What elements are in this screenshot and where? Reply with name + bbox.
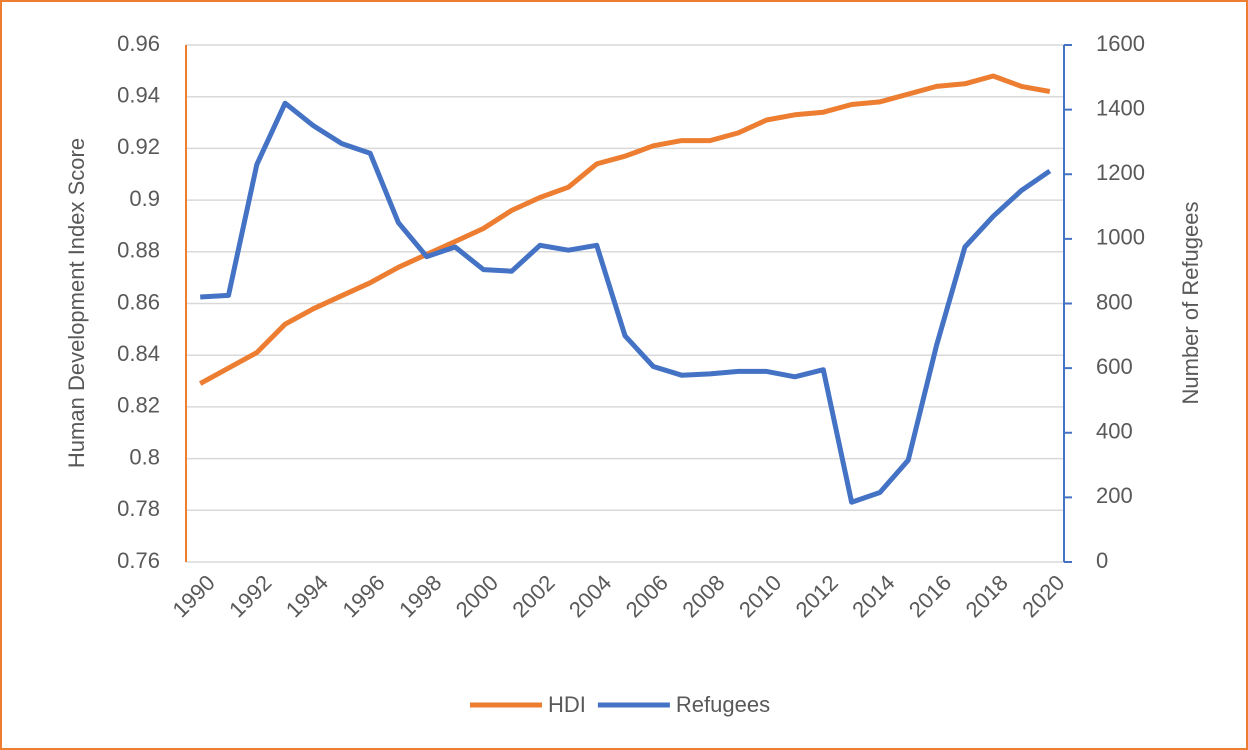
y2-tick-label: 0 <box>1096 548 1108 573</box>
y-tick-label: 0.76 <box>117 548 160 573</box>
y2-tick-label: 1000 <box>1096 225 1145 250</box>
y2-axis-title: Number of Refugees <box>1178 202 1203 405</box>
y2-tick-label: 800 <box>1096 289 1133 314</box>
y2-tick-label: 1400 <box>1096 95 1145 120</box>
y-tick-label: 0.92 <box>117 134 160 159</box>
data-line <box>200 100 1052 505</box>
y2-tick-label: 200 <box>1096 483 1133 508</box>
y-tick-label: 0.86 <box>117 289 160 314</box>
y-tick-label: 0.8 <box>129 444 160 469</box>
y-tick-label: 0.88 <box>117 238 160 263</box>
y2-tick-label: 1600 <box>1096 31 1145 56</box>
y2-tick-label: 600 <box>1096 354 1133 379</box>
y2-tick-label: 1200 <box>1096 160 1145 185</box>
y-tick-label: 0.82 <box>117 393 160 418</box>
y-tick-label: 0.84 <box>117 341 160 366</box>
y-axis-title: Human Development Index Score <box>64 138 89 468</box>
legend-label: HDI <box>548 692 586 717</box>
legend-label: Refugees <box>676 692 770 717</box>
y-tick-label: 0.94 <box>117 83 160 108</box>
data-line <box>198 73 1051 386</box>
y-tick-label: 0.78 <box>117 496 160 521</box>
y-tick-label: 0.96 <box>117 31 160 56</box>
y-tick-label: 0.9 <box>129 186 160 211</box>
y2-tick-label: 400 <box>1096 419 1133 444</box>
